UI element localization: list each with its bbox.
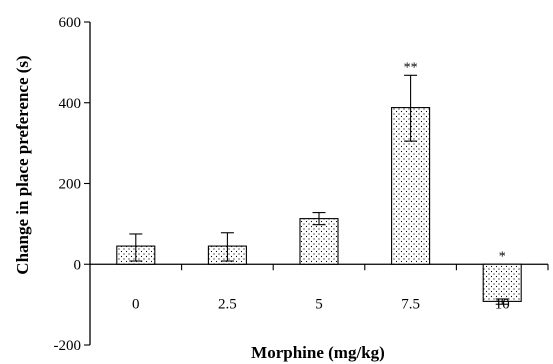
y-axis-title: Change in place preference (s) xyxy=(13,55,32,274)
y-tick-label: 600 xyxy=(59,15,82,31)
x-tick-label: 0 xyxy=(132,296,140,312)
bar xyxy=(482,263,522,302)
significance-marker: ** xyxy=(404,60,418,75)
bar xyxy=(299,218,339,265)
x-tick-label: 10 xyxy=(495,296,510,312)
y-tick-label: 200 xyxy=(59,177,82,193)
x-tick-label: 5 xyxy=(315,296,323,312)
plot-area: -200 0 200 400 600 0 2.5 5 7.5 ** 10 * xyxy=(54,15,549,354)
x-axis-title: Morphine (mg/kg) xyxy=(251,343,385,362)
y-tick-label: -200 xyxy=(54,338,82,354)
y-tick-label: 400 xyxy=(59,96,82,112)
significance-marker: * xyxy=(499,249,506,264)
x-tick-label: 7.5 xyxy=(401,296,420,312)
x-tick-label: 2.5 xyxy=(218,296,237,312)
y-tick-label: 0 xyxy=(74,257,82,273)
